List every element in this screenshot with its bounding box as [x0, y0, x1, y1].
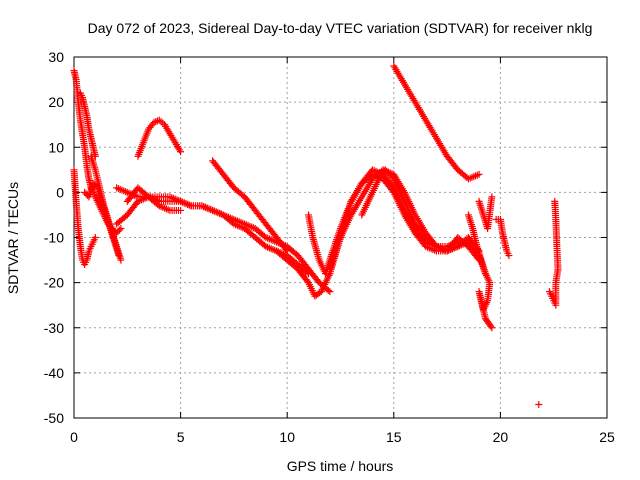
series-trace-o	[390, 62, 483, 183]
x-tick-label: 15	[386, 429, 402, 445]
chart-title: Day 072 of 2023, Sidereal Day-to-day VTE…	[88, 20, 593, 36]
series-trace-f	[113, 193, 334, 296]
x-tick-label: 0	[70, 429, 78, 445]
series-trace-b	[70, 166, 99, 269]
y-tick-label: -10	[44, 230, 64, 246]
series-trace-j	[209, 157, 291, 255]
series-trace-k	[273, 170, 483, 300]
y-tick-label: -50	[44, 410, 64, 426]
y-tick-label: -20	[44, 275, 64, 291]
data-point	[326, 288, 334, 296]
x-tick-label: 10	[279, 429, 295, 445]
y-tick-label: -40	[44, 365, 64, 381]
data-point	[177, 206, 185, 214]
data-point	[505, 252, 513, 260]
data-point	[282, 246, 290, 254]
y-tick-label: -30	[44, 320, 64, 336]
y-tick-label: 0	[56, 184, 64, 200]
series-trace-q	[475, 193, 496, 232]
series-trace-i	[134, 116, 185, 160]
data-point	[177, 148, 185, 156]
data-point	[324, 286, 332, 294]
data-point	[303, 268, 311, 276]
y-tick-label: 20	[48, 94, 64, 110]
data-point	[475, 170, 483, 178]
data-point	[488, 324, 496, 332]
data-point	[305, 270, 313, 278]
x-tick-label: 25	[599, 429, 615, 445]
series-trace-p	[464, 211, 496, 332]
series-trace-c	[76, 89, 99, 160]
data-point	[117, 224, 125, 232]
data-points	[70, 62, 562, 408]
series-trace-h	[123, 184, 185, 214]
data-point	[117, 256, 125, 264]
series-trace-t	[545, 197, 562, 309]
series-trace-s	[535, 400, 543, 408]
data-point	[115, 226, 123, 234]
series-trace-e	[87, 152, 125, 264]
axis-ticks	[73, 56, 608, 419]
y-tick-label: 10	[48, 139, 64, 155]
data-point	[535, 400, 543, 408]
data-point	[551, 197, 559, 205]
data-point	[487, 322, 495, 330]
y-axis-label: SDTVAR / TECUs	[5, 182, 21, 294]
x-tick-label: 5	[177, 429, 185, 445]
x-axis-label: GPS time / hours	[287, 458, 394, 474]
y-tick-label: 30	[48, 49, 64, 65]
series-trace-l	[305, 166, 462, 278]
data-point	[283, 247, 291, 255]
data-point	[91, 234, 99, 241]
x-tick-label: 20	[493, 429, 509, 445]
series-trace-r	[492, 215, 513, 260]
data-point	[488, 193, 496, 201]
tick-labels: 0 5 10 15 20 25 30 20 10 0 -10 -20 -30 -40 -50	[44, 49, 615, 445]
series-trace-n	[358, 166, 483, 255]
